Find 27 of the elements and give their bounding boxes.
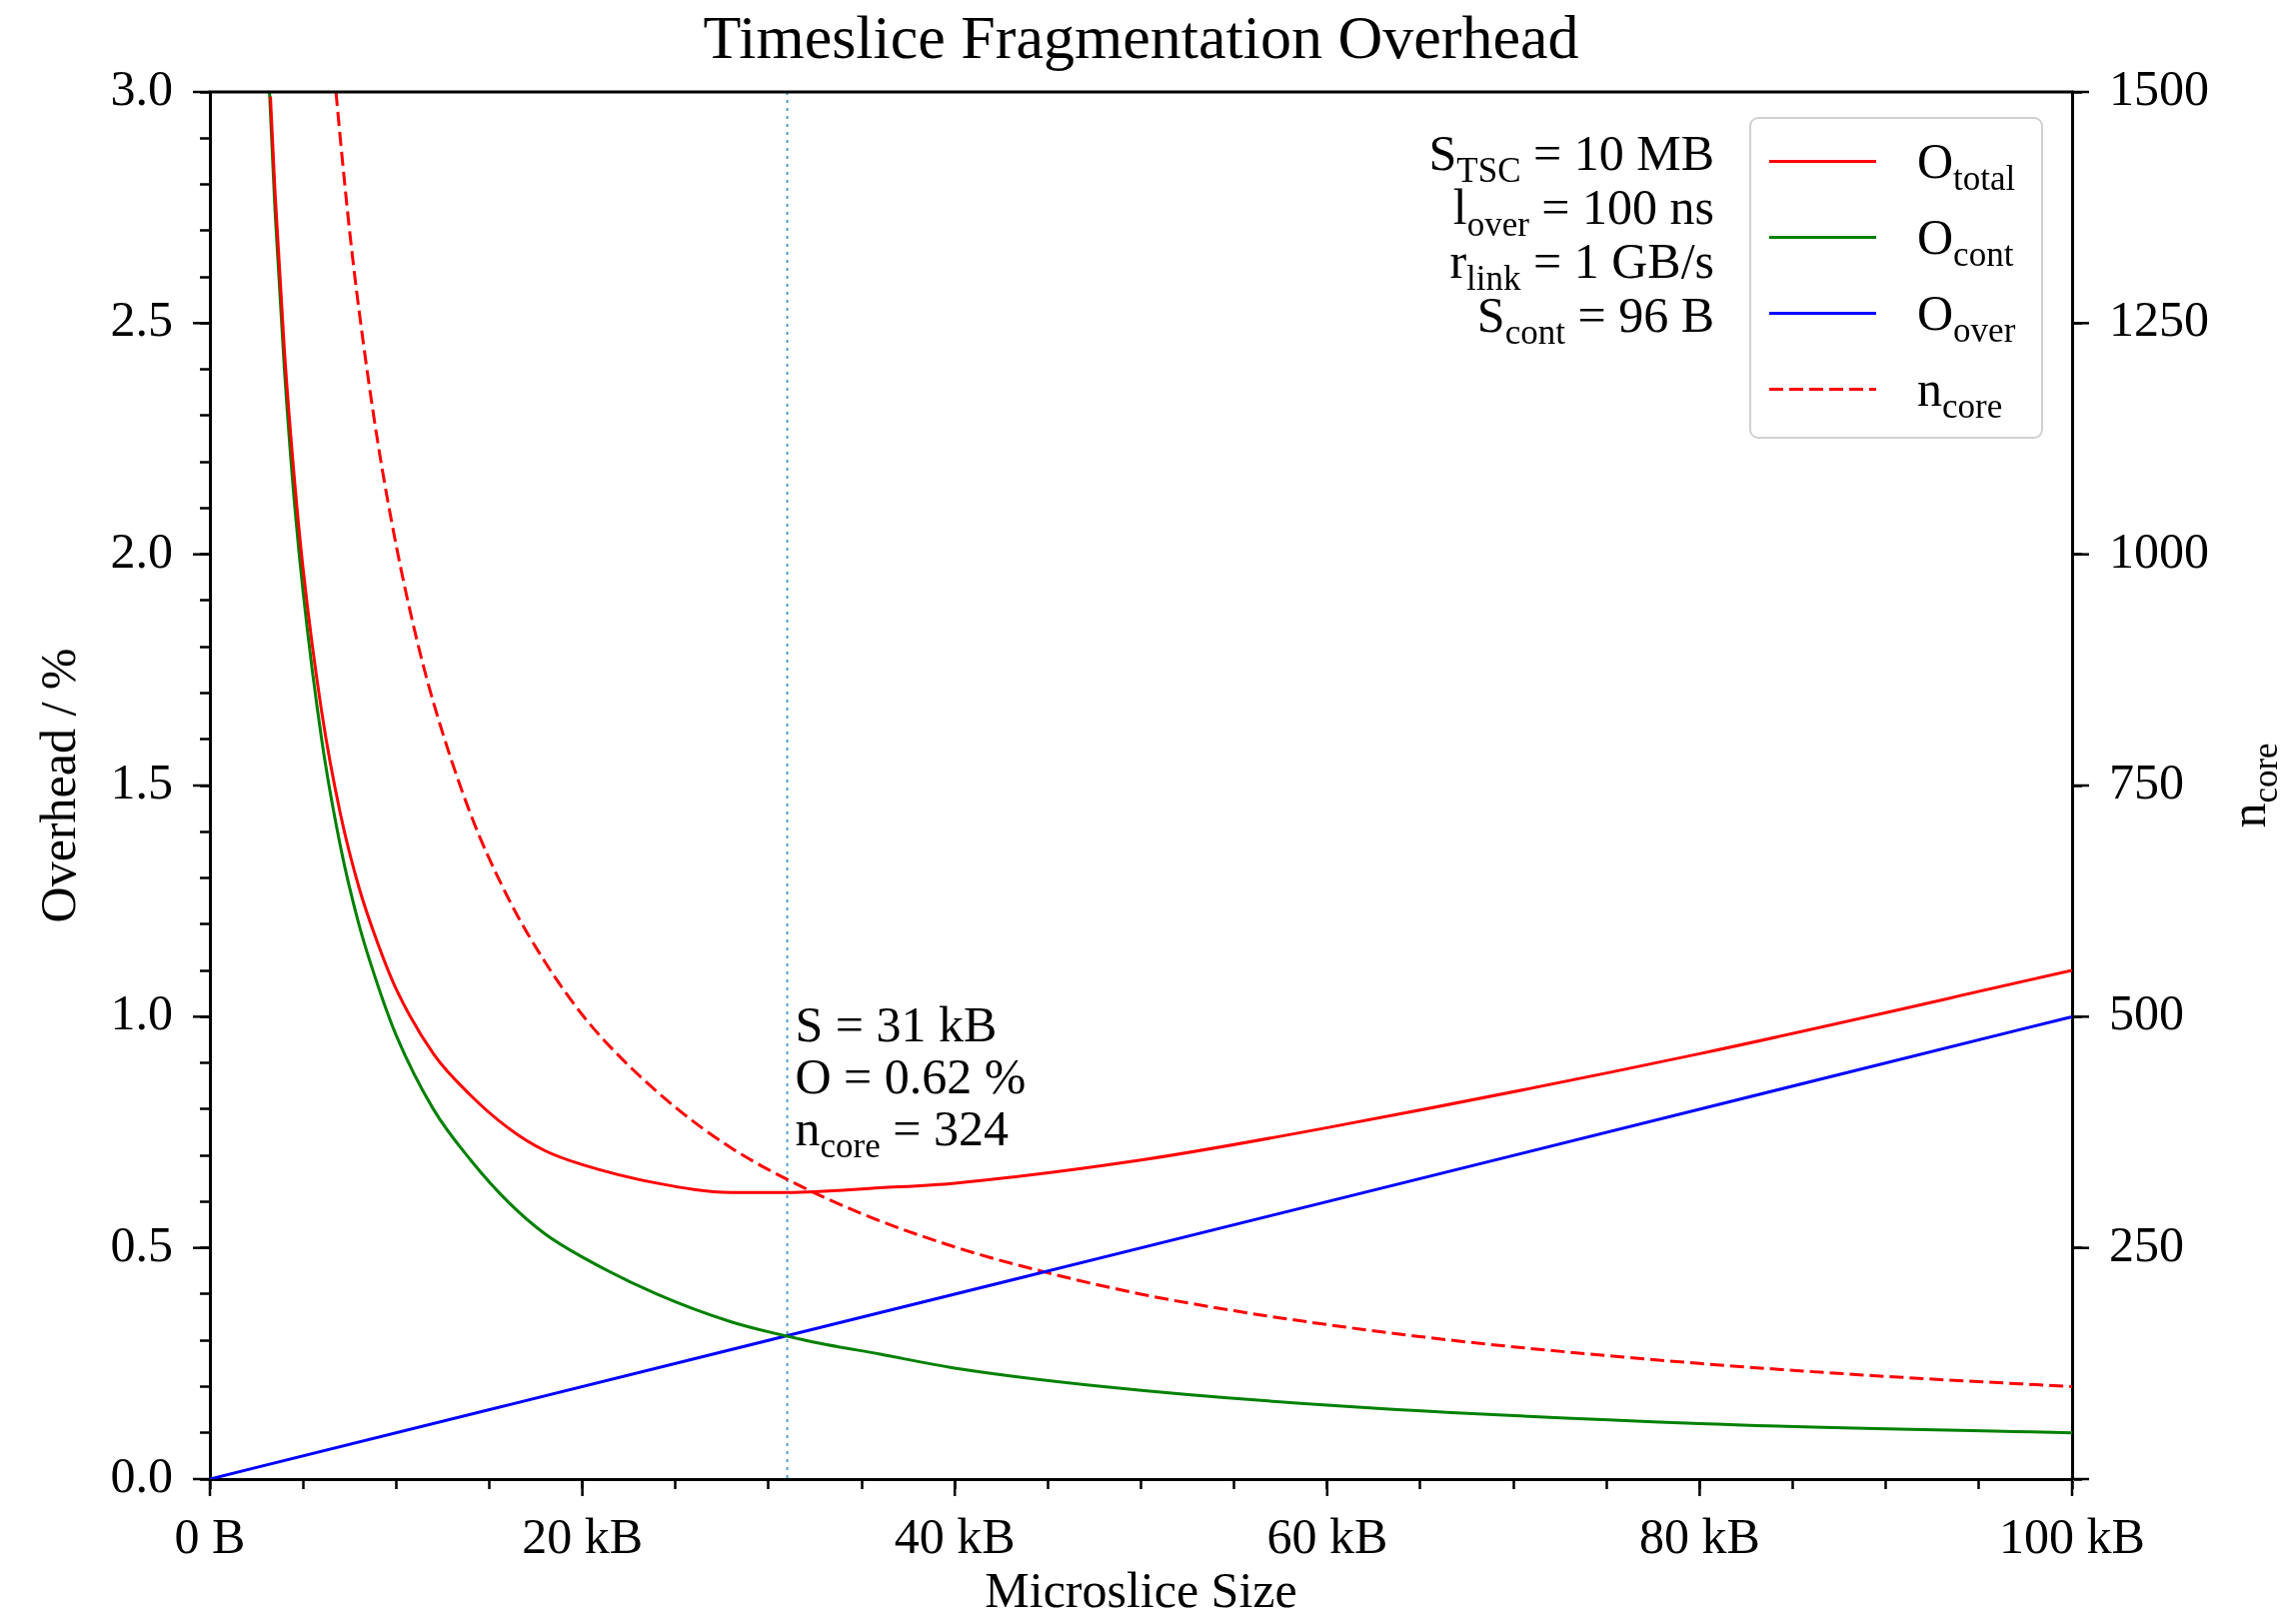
legend-label: O$_{total}$ <box>1917 133 2016 199</box>
y2-tick-label: 1500 <box>2109 60 2209 117</box>
x-tick-label: 0 B <box>174 1508 246 1565</box>
y2-tick-label: 750 <box>2109 754 2184 811</box>
y-tick-label: 3.0 <box>110 60 173 117</box>
legend-label: n$_{core}$ <box>1917 361 2003 427</box>
y-tick-label: 2.5 <box>110 291 173 348</box>
x-tick-label: 100 kB <box>1999 1508 2145 1565</box>
legend-label: O$_{cont}$ <box>1917 209 2014 275</box>
y2-tick-label: 1000 <box>2109 522 2209 579</box>
y2-tick-label: 1250 <box>2109 291 2209 348</box>
chart-title: Timeslice Fragmentation Overhead <box>702 3 1580 71</box>
y-tick-label: 0.5 <box>110 1215 173 1272</box>
y2-tick-label: 250 <box>2109 1215 2184 1272</box>
annotation: S = 31 kB O = 0.62 % n$_{core}$ = 324 <box>795 996 1027 1166</box>
y-tick-label: 0.0 <box>110 1447 173 1504</box>
x-axis-title: Microslice Size <box>985 1562 1297 1618</box>
y2-tick-label: 500 <box>2109 984 2184 1041</box>
y-tick-label: 1.0 <box>110 984 173 1041</box>
legend-label: O$_{over}$ <box>1917 285 2016 351</box>
x-tick-label: 80 kB <box>1638 1508 1760 1565</box>
x-tick-label: 60 kB <box>1266 1508 1388 1565</box>
x-tick-label: 20 kB <box>522 1508 644 1565</box>
y-tick-label: 1.5 <box>110 754 173 811</box>
y-axis-title: Overhead / % <box>30 648 86 923</box>
y-tick-label: 2.0 <box>110 522 173 579</box>
x-tick-label: 40 kB <box>894 1508 1016 1565</box>
